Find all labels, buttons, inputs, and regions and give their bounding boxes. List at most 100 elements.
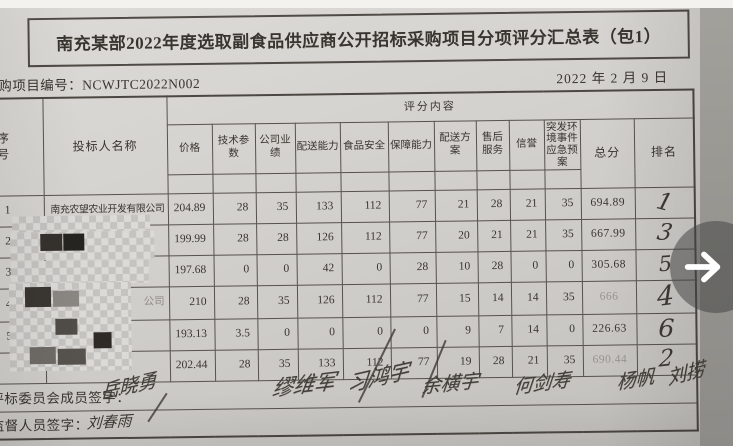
censor-block	[57, 348, 86, 365]
score-value: 28	[478, 346, 513, 378]
censor-mosaic	[8, 281, 132, 372]
score-column-header: 食品安全	[339, 121, 389, 173]
handwritten-rank: 6	[657, 313, 675, 344]
score-value: 0	[213, 254, 257, 286]
total-score: 305.68	[581, 249, 636, 281]
score-value: 0	[297, 317, 343, 350]
score-value: 21	[509, 188, 546, 220]
document-content: 南充某部2022年度选取副食品供应商公开招标采购项目分项评分汇总表（包1） 采购…	[0, 2, 705, 446]
score-value: 35	[255, 191, 297, 224]
project-number-label: 采购项目编号：	[0, 77, 83, 94]
rank-header: 排名	[633, 117, 695, 188]
total-header: 总分	[579, 118, 635, 188]
score-value: 204.89	[167, 192, 214, 225]
seq-header: 序号	[0, 98, 44, 196]
score-value: 0	[257, 318, 298, 350]
score-column-header: 价格	[166, 123, 213, 175]
score-value: 0	[510, 250, 546, 282]
score-value: 42	[296, 253, 342, 285]
score-value: 14	[477, 281, 512, 316]
empty-subcell	[255, 172, 296, 193]
score-value: 28	[477, 250, 511, 283]
censor-block	[24, 286, 52, 308]
document-title: 南充某部2022年度选取副食品供应商公开招标采购项目分项评分汇总表（包1）	[56, 26, 662, 54]
score-value: 28	[213, 285, 258, 320]
score-value: 7	[478, 315, 512, 347]
score-value: 112	[341, 283, 391, 318]
score-value: 112	[341, 221, 390, 254]
score-value: 0	[256, 253, 297, 286]
total-score: 226.63	[582, 313, 637, 346]
score-value: 197.68	[168, 254, 214, 287]
score-value: 21	[477, 219, 511, 252]
score-value: 126	[296, 284, 343, 319]
score-value: 133	[295, 191, 342, 223]
handwritten-rank: 1	[653, 186, 676, 218]
rank-cell: 6	[636, 312, 697, 345]
handwritten-rank: 3	[655, 219, 676, 246]
score-value: 15	[435, 282, 479, 317]
arrow-right-icon	[684, 251, 721, 283]
score-value: 10	[435, 251, 478, 283]
empty-subcell	[476, 169, 510, 190]
empty-subcell	[509, 169, 545, 189]
score-value: 199.99	[168, 223, 214, 256]
score-value: 77	[388, 189, 436, 222]
score-column-header: 保障能力	[387, 120, 435, 172]
score-value: 126	[296, 222, 342, 254]
score-value: 0	[341, 252, 390, 285]
score-value: 35	[545, 218, 582, 251]
score-column-header: 配送方案	[433, 120, 477, 171]
score-value: 14	[510, 281, 547, 316]
total-score: 694.89	[580, 187, 636, 219]
censor-block	[63, 233, 85, 251]
score-value: 77	[389, 282, 437, 317]
total-score: 666	[581, 280, 637, 315]
score-value: 193.13	[169, 319, 215, 351]
score-value: 0	[390, 316, 437, 348]
empty-subcell	[295, 172, 341, 192]
score-value: 0	[342, 316, 391, 349]
bidder-header: 投标人名称	[42, 96, 168, 196]
score-column-header: 技术参数	[211, 123, 256, 174]
score-column-header: 信誉	[508, 119, 545, 170]
total-score: 667.99	[581, 218, 636, 250]
supervisor-signature-label: 监督人员签字：	[0, 417, 89, 434]
score-value: 0	[546, 314, 583, 346]
project-number-value: NCWJTC2022N002	[82, 75, 201, 93]
score-value: 202.44	[169, 350, 216, 382]
score-value: 112	[340, 190, 390, 223]
empty-subcell	[544, 168, 581, 189]
score-value: 21	[510, 219, 546, 251]
score-value: 28	[213, 223, 257, 255]
score-value: 3.5	[214, 318, 258, 351]
censor-block	[55, 318, 78, 335]
score-value: 28	[214, 349, 259, 382]
empty-subcell	[388, 170, 435, 191]
document-paper: 南充某部2022年度选取副食品供应商公开招标采购项目分项评分汇总表（包1） 采购…	[0, 7, 705, 446]
censor-mosaic	[10, 230, 155, 261]
score-column-header: 突发环境事件应急预案	[543, 118, 581, 170]
top-white-strip	[0, 0, 733, 8]
censor-block	[29, 346, 56, 365]
score-value: 28	[476, 188, 511, 221]
score-value: 28	[256, 222, 297, 255]
censor-block	[93, 332, 112, 349]
empty-subcell	[434, 170, 477, 190]
score-value: 21	[434, 189, 478, 221]
document-date: 2022 年 2 月 9 日	[556, 69, 669, 87]
censor-block	[40, 233, 63, 252]
empty-subcell	[212, 173, 256, 193]
bidder-name-remnant: 公司	[143, 295, 165, 308]
empty-subcell	[340, 171, 389, 192]
score-value: 77	[389, 220, 436, 253]
rank-cell: 1	[634, 186, 696, 219]
score-column-header: 配送能力	[294, 122, 341, 173]
score-value: 20	[435, 220, 478, 252]
supervisor-signature: 刘春雨	[86, 413, 132, 433]
score-value: 35	[256, 284, 298, 319]
title-box: 南充某部2022年度选取副食品供应商公开招标采购项目分项评分汇总表（包1）	[27, 9, 690, 68]
censor-mosaic	[10, 259, 149, 285]
score-value: 14	[511, 314, 547, 347]
